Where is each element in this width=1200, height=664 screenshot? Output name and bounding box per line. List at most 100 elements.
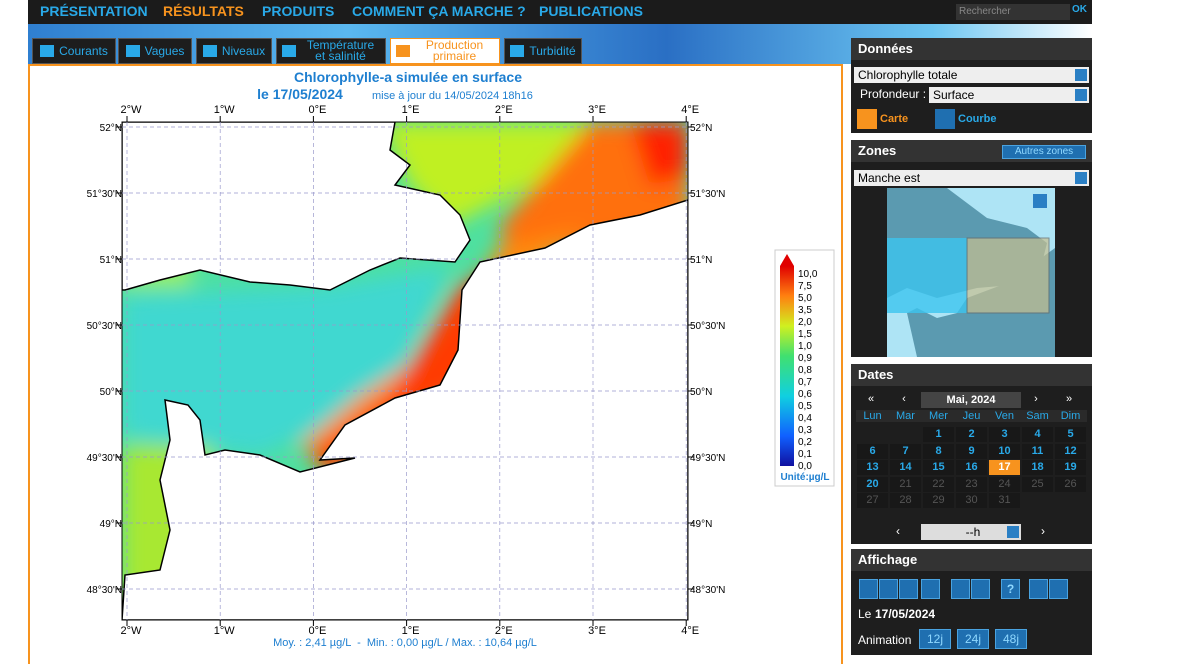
calendar-nav[interactable]: ›	[1034, 393, 1038, 405]
map-button[interactable]: Carte	[880, 113, 909, 125]
tab-icon	[395, 45, 410, 57]
box-title: Affichage	[851, 549, 1092, 571]
animation-button[interactable]: 48j	[995, 629, 1027, 649]
tool-button[interactable]	[921, 579, 940, 599]
calendar-nav[interactable]: ‹	[902, 393, 906, 405]
day[interactable]: 17	[989, 460, 1020, 475]
day[interactable]: 18	[1022, 460, 1053, 475]
day[interactable]: 8	[923, 443, 954, 459]
day[interactable]: 2	[956, 427, 987, 442]
weekday: Jeu	[955, 410, 988, 422]
day[interactable]: 10	[989, 443, 1020, 459]
day[interactable]: 16	[956, 460, 987, 475]
y-tick-label: 51°N	[100, 255, 122, 266]
tab[interactable]: Température et salinité	[276, 38, 386, 64]
other-zones-button[interactable]: Autres zones	[1002, 145, 1086, 159]
variable-select[interactable]: Chlorophylle totale	[854, 67, 1089, 83]
box-title: Dates	[851, 364, 1092, 386]
x-tick-label: 0°E	[308, 625, 326, 637]
x-tick-label: 0°E	[308, 104, 326, 116]
calendar-nav[interactable]: «	[867, 393, 875, 405]
y-tick-label: 50°N	[100, 387, 122, 398]
tool-button[interactable]	[1029, 579, 1048, 599]
day[interactable]: 15	[923, 460, 954, 475]
nav-item[interactable]: PRÉSENTATION	[40, 3, 148, 19]
colorbar-label: 0,2	[798, 437, 812, 448]
tab[interactable]: Production primaire	[390, 38, 500, 64]
tool-button[interactable]	[971, 579, 990, 599]
tool-button[interactable]	[859, 579, 878, 599]
hour-select[interactable]: --h	[921, 524, 1021, 540]
colorbar-label: 0,4	[798, 413, 812, 424]
curve-button[interactable]: Courbe	[958, 113, 997, 125]
y-tick-label: 48°30'N	[690, 585, 725, 596]
colorbar-label: 2,0	[798, 317, 812, 328]
tool-button[interactable]	[899, 579, 918, 599]
tab-label: Production primaire	[425, 38, 484, 63]
tab-label: Niveaux	[221, 43, 266, 58]
nav-item[interactable]: PRODUITS	[262, 3, 335, 19]
day[interactable]: 19	[1055, 460, 1086, 475]
zone-select[interactable]: Manche est	[854, 170, 1089, 186]
day[interactable]: 3	[989, 427, 1020, 442]
weekday: Mer	[922, 410, 955, 422]
day[interactable]: 11	[1022, 443, 1053, 459]
curve-icon[interactable]	[935, 109, 955, 129]
nav-item[interactable]: COMMENT ÇA MARCHE ?	[352, 3, 526, 19]
tab[interactable]: Turbidité	[504, 38, 582, 64]
day[interactable]: 1	[923, 427, 954, 442]
tab[interactable]: Niveaux	[196, 38, 272, 64]
search-button[interactable]: OK	[1072, 4, 1087, 15]
colorbar-label: 7,5	[798, 281, 812, 292]
tab-icon	[510, 45, 525, 57]
weekday: Sam	[1021, 410, 1054, 422]
tab-label: Température et salinité	[306, 38, 375, 63]
dates-box: Dates Mai, 2024 «‹ ›» Lun Mar Mer Jeu Ven Sam Di…	[851, 364, 1092, 544]
tab[interactable]: Courants	[32, 38, 116, 64]
day[interactable]: 7	[890, 443, 921, 459]
tool-button[interactable]: ?	[1001, 579, 1020, 599]
day: 21	[890, 476, 921, 492]
tool-button[interactable]	[879, 579, 898, 599]
search-input[interactable]: Rechercher	[956, 4, 1070, 20]
tab-icon	[40, 45, 55, 57]
colorbar-label: 5,0	[798, 293, 812, 304]
depth-label: Profondeur :	[860, 87, 927, 101]
colorbar-label: 0,9	[798, 353, 812, 364]
nav-item[interactable]: PUBLICATIONS	[539, 3, 643, 19]
day[interactable]: 9	[956, 443, 987, 459]
day[interactable]: 6	[857, 443, 888, 459]
hour-nav[interactable]: ›	[1041, 524, 1045, 538]
weekday: Ven	[988, 410, 1021, 422]
x-tick-label: 4°E	[681, 104, 699, 116]
x-tick-label: 1°W	[214, 625, 236, 637]
animation-label: Animation	[858, 633, 912, 647]
data-box: Données Chlorophylle totale Profondeur :…	[851, 38, 1092, 133]
day[interactable]: 14	[890, 460, 921, 475]
toolbar: ?	[851, 579, 1092, 603]
colorbar	[780, 266, 794, 466]
day[interactable]: 13	[857, 460, 888, 475]
weekday: Dim	[1054, 410, 1087, 422]
tab-label: Courants	[59, 43, 108, 58]
tool-button[interactable]	[1049, 579, 1068, 599]
day[interactable]: 12	[1055, 443, 1086, 459]
depth-select[interactable]: Surface	[929, 87, 1089, 103]
tab-label: Turbidité	[529, 43, 576, 58]
colorbar-label: 0,8	[798, 365, 812, 376]
y-tick-label: 50°30'N	[87, 321, 122, 332]
map-icon[interactable]	[857, 109, 877, 129]
day[interactable]: 4	[1022, 427, 1053, 442]
map-title: Chlorophylle-a simulée en surface	[294, 69, 522, 85]
tab[interactable]: Vagues	[118, 38, 192, 64]
tool-button[interactable]	[951, 579, 970, 599]
nav-item[interactable]: RÉSULTATS	[163, 3, 244, 19]
hour-nav[interactable]: ‹	[896, 524, 900, 538]
animation-button[interactable]: 24j	[957, 629, 989, 649]
colorbar-label: 0,3	[798, 425, 812, 436]
day[interactable]: 20	[857, 476, 888, 492]
y-tick-label: 49°30'N	[87, 453, 122, 464]
animation-button[interactable]: 12j	[919, 629, 951, 649]
day[interactable]: 5	[1055, 427, 1086, 442]
calendar-nav[interactable]: »	[1065, 393, 1073, 405]
